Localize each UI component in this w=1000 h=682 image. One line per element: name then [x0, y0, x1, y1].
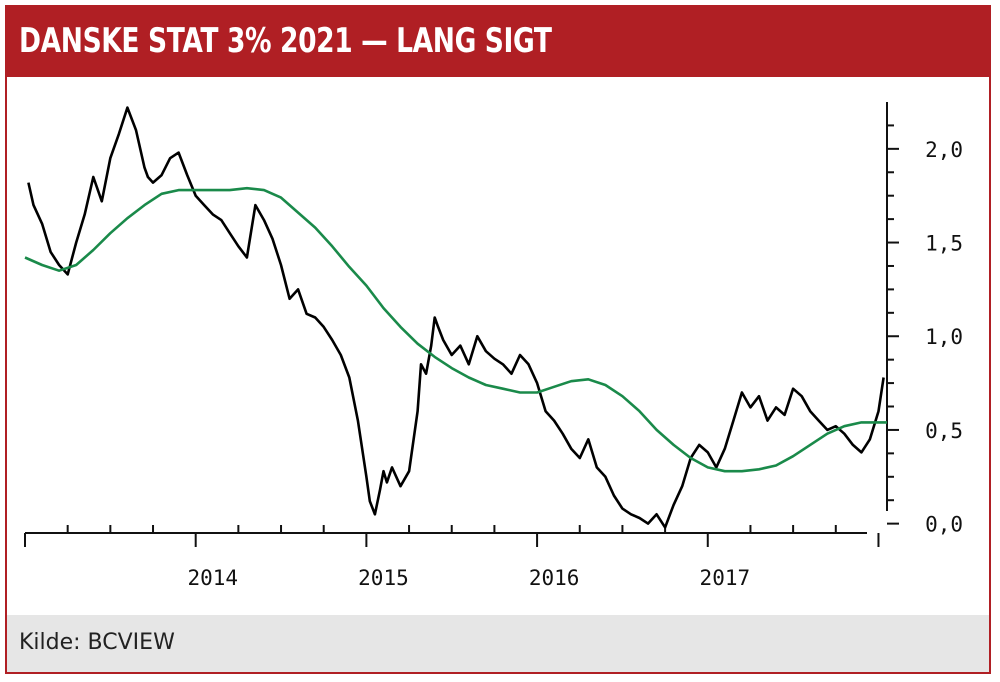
x-tick-label: 2015 [358, 566, 409, 590]
y-tick-label: 1,0 [925, 325, 963, 349]
x-tick-label: 2017 [700, 566, 751, 590]
source-bar: Kilde: BCVIEW [7, 615, 989, 672]
y-tick-label: 2,0 [925, 138, 963, 162]
source-label: Kilde: BCVIEW [19, 630, 175, 655]
x-tick-label: 2016 [529, 566, 580, 590]
title-bar: DANSKE STAT 3% 2021 — LANG SIGT [7, 7, 989, 77]
price-series-line [27, 106, 885, 529]
x-tick-label: 2014 [187, 566, 238, 590]
y-tick-label: 0,0 [925, 513, 963, 537]
chart-frame: DANSKE STAT 3% 2021 — LANG SIGT Kilde: B… [5, 5, 991, 674]
chart-title: DANSKE STAT 3% 2021 — LANG SIGT [19, 21, 552, 61]
y-axis-ticks: 0,0 0,5 1,0 1,5 2,0 [887, 124, 963, 537]
x-axis-ticks: 2014 2015 2016 2017 [24, 525, 880, 590]
series-layer [24, 106, 887, 529]
y-tick-label: 1,5 [925, 232, 963, 256]
y-tick-label: 0,5 [925, 419, 963, 443]
average-series-line [24, 186, 887, 473]
